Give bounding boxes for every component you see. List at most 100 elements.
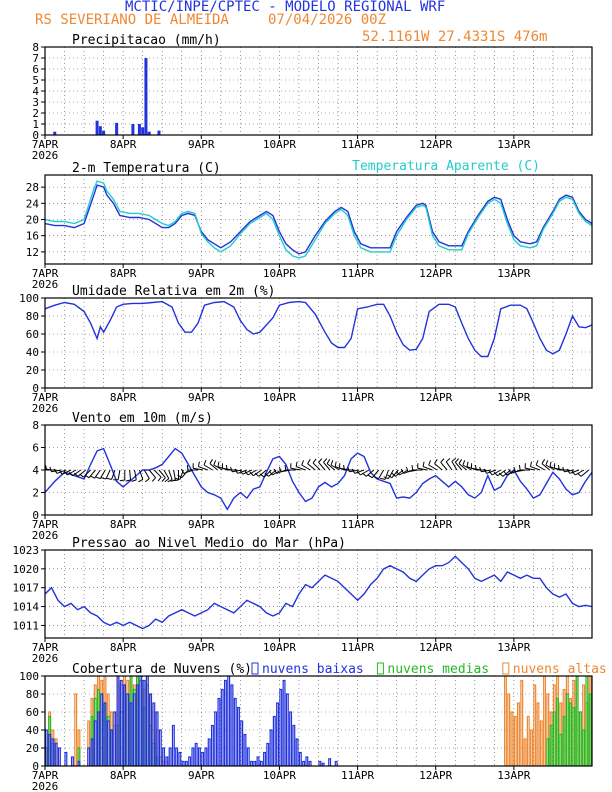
cloud-bar-blue bbox=[64, 751, 68, 766]
wind-barb bbox=[458, 463, 467, 471]
x-tick-label: 12APR bbox=[419, 138, 452, 151]
precip-bar bbox=[157, 130, 161, 135]
cloud-bar-blue bbox=[188, 756, 192, 766]
cloud-bar-orange bbox=[510, 711, 514, 766]
y-tick-label: 60 bbox=[26, 328, 39, 341]
wind-barb-flag bbox=[161, 477, 166, 482]
y-tick-label: 0 bbox=[32, 129, 39, 142]
wind-barb bbox=[417, 467, 428, 471]
wind-barb-flag bbox=[330, 460, 334, 466]
wind-barb-flag bbox=[180, 468, 185, 474]
wind-barb bbox=[253, 469, 262, 477]
cloud-bar-blue bbox=[171, 724, 175, 766]
wind-barb bbox=[462, 464, 472, 471]
cloud-bar-green bbox=[569, 702, 573, 766]
y-tick-label: 20 bbox=[26, 742, 39, 755]
cloud-bar-blue bbox=[233, 697, 237, 766]
wind-barb bbox=[301, 464, 311, 471]
wind-barb-flag bbox=[440, 458, 445, 463]
y-tick-label: 28 bbox=[26, 181, 39, 194]
cloud-bar-orange bbox=[513, 715, 517, 766]
cloud-bar-blue bbox=[276, 702, 280, 766]
cloud-bar-blue bbox=[123, 684, 126, 766]
wind-barb-flag bbox=[347, 466, 350, 472]
x-tick-label: 9APR bbox=[188, 518, 215, 531]
cloud-bar-blue bbox=[181, 760, 185, 766]
wind-barb-flag bbox=[577, 472, 582, 477]
wind-barb bbox=[290, 467, 301, 471]
wind-barb bbox=[67, 469, 77, 476]
cloud-bar-blue bbox=[237, 706, 240, 766]
wind-barb-flag bbox=[411, 464, 414, 471]
wind-barb bbox=[574, 469, 585, 476]
x-tick-label: 9APR bbox=[188, 769, 215, 782]
x-tick-label: 12APR bbox=[419, 391, 452, 404]
wind-barb bbox=[242, 469, 252, 475]
wind-barb bbox=[56, 469, 67, 474]
wind-barb bbox=[434, 463, 443, 471]
x-tick-label: 11APR bbox=[341, 138, 374, 151]
wind-barb bbox=[451, 461, 458, 471]
x-tick-label: 11APR bbox=[341, 267, 374, 280]
cloud-bar-blue bbox=[155, 711, 159, 766]
cloud-bar-orange bbox=[539, 720, 543, 766]
x-tick-year: 2026 bbox=[32, 652, 59, 665]
precip-bar bbox=[95, 120, 99, 135]
wind-barb bbox=[143, 469, 150, 479]
wind-barb-flag bbox=[466, 461, 469, 467]
cloud-bar-orange bbox=[543, 676, 547, 766]
temp-frame bbox=[44, 174, 593, 265]
clouds-frame bbox=[44, 675, 593, 767]
cloud-bar-blue bbox=[328, 758, 332, 766]
cloud-bar-blue bbox=[295, 738, 299, 766]
cloud-bar-orange bbox=[582, 684, 586, 766]
wind-barb bbox=[153, 469, 162, 478]
wind-barb-flag bbox=[558, 464, 560, 471]
wind-barb-flag bbox=[100, 477, 107, 480]
cloud-bar-green bbox=[582, 729, 586, 766]
wind-barb-flag bbox=[462, 460, 466, 466]
x-tick-label: 11APR bbox=[341, 769, 374, 782]
wind-barb-flag bbox=[488, 470, 493, 476]
wind-barb bbox=[99, 469, 106, 479]
y-tick-label: 8 bbox=[32, 419, 39, 432]
cloud-bar-blue bbox=[152, 702, 156, 766]
cloud-bar-orange bbox=[546, 693, 550, 766]
cloud-bar-blue bbox=[57, 747, 61, 766]
wind-barb bbox=[134, 469, 137, 480]
wind-barb bbox=[263, 469, 272, 478]
wind-barb bbox=[181, 469, 189, 478]
wind-barb-flag bbox=[45, 464, 47, 471]
wind-barb-flag bbox=[301, 460, 305, 466]
y-tick-label: 5 bbox=[32, 74, 39, 87]
cloud-bar-blue bbox=[142, 679, 146, 766]
wind-barb bbox=[541, 463, 550, 471]
y-tick-label: 6 bbox=[32, 63, 39, 76]
wind-barb-flag bbox=[68, 471, 73, 477]
y-tick-label: 2 bbox=[32, 487, 39, 500]
x-tick-label: 7APR bbox=[32, 267, 59, 280]
pressure-frame bbox=[44, 549, 593, 639]
wind-barb-flag bbox=[318, 458, 323, 463]
wind-barb-flag bbox=[483, 468, 487, 474]
cloud-bar-blue bbox=[240, 720, 244, 766]
y-tick-label: 100 bbox=[19, 292, 39, 305]
wind-title: Vento em 10m (m/s) bbox=[72, 411, 213, 426]
wind-barb bbox=[497, 469, 507, 477]
cloud-bar-blue bbox=[223, 679, 227, 766]
x-tick-label: 10APR bbox=[263, 267, 296, 280]
y-tick-label: 1020 bbox=[13, 563, 40, 576]
wind-barb bbox=[111, 469, 116, 480]
cloud-bar-blue bbox=[259, 760, 263, 766]
cloud-bar-blue bbox=[256, 756, 260, 766]
cloud-bar-green bbox=[77, 747, 81, 766]
wind-barb-flag bbox=[562, 466, 565, 472]
y-tick-label: 16 bbox=[26, 230, 39, 243]
cloud-bar-blue bbox=[90, 738, 94, 766]
cloud-bar-blue bbox=[175, 747, 179, 766]
cloud-bar-green bbox=[578, 711, 582, 766]
apparent-temp-legend: Temperatura Aparente (C) bbox=[352, 159, 540, 174]
wind-barb-flag bbox=[391, 472, 396, 477]
wind-barb bbox=[349, 469, 360, 473]
wind-barb-flag bbox=[445, 458, 451, 463]
